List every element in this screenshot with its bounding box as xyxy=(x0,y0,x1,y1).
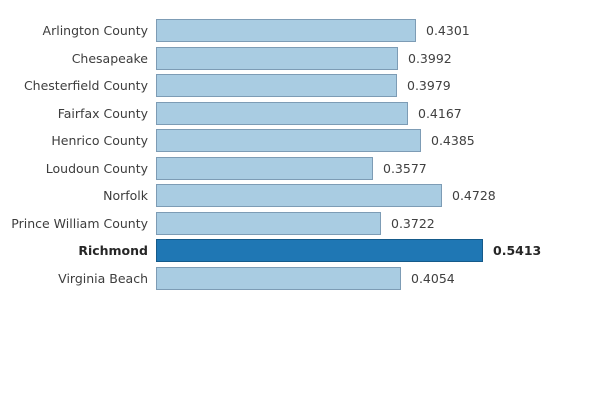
value-label: 0.4301 xyxy=(426,23,470,39)
bar-chart-rows: Arlington County 0.4301 Chesapeake 0.3992 Ch… xyxy=(0,17,600,292)
bar xyxy=(156,46,398,70)
bar xyxy=(156,156,373,180)
bar-row: Chesapeake 0.3992 xyxy=(0,45,600,73)
value-label: 0.4167 xyxy=(418,105,462,121)
bar-row: Fairfax County 0.4167 xyxy=(0,100,600,128)
bar-row: Arlington County 0.4301 xyxy=(0,17,600,45)
value-label: 0.4054 xyxy=(411,270,455,286)
bar xyxy=(156,129,421,153)
bar xyxy=(156,211,381,235)
category-label: Chesterfield County xyxy=(23,78,148,94)
category-label: Fairfax County xyxy=(57,105,148,121)
category-label: Arlington County xyxy=(42,23,148,39)
bar-row: Loudoun County 0.3577 xyxy=(0,155,600,183)
category-label: Chesapeake xyxy=(71,50,148,66)
category-label: Henrico County xyxy=(51,133,148,149)
category-label: Prince William County xyxy=(11,215,148,231)
value-label: 0.4728 xyxy=(452,188,496,204)
category-label: Norfolk xyxy=(103,188,148,204)
bar-row: Henrico County 0.4385 xyxy=(0,127,600,155)
bar xyxy=(156,74,397,98)
bar-row: Prince William County 0.3722 xyxy=(0,210,600,238)
category-label: Richmond xyxy=(78,243,148,259)
bar xyxy=(156,239,483,263)
category-label: Virginia Beach xyxy=(58,270,148,286)
value-label: 0.3992 xyxy=(408,50,452,66)
category-label: Loudoun County xyxy=(45,160,148,176)
bar-row: Norfolk 0.4728 xyxy=(0,182,600,210)
value-label: 0.4385 xyxy=(431,133,475,149)
bar xyxy=(156,184,442,208)
bar xyxy=(156,101,408,125)
bar-row: Richmond 0.5413 xyxy=(0,237,600,265)
value-label: 0.5413 xyxy=(493,243,542,259)
value-label: 0.3722 xyxy=(391,215,435,231)
bar xyxy=(156,266,401,290)
value-label: 0.3577 xyxy=(383,160,427,176)
bar-row: Virginia Beach 0.4054 xyxy=(0,265,600,293)
bar-row: Chesterfield County 0.3979 xyxy=(0,72,600,100)
bar xyxy=(156,19,416,43)
value-label: 0.3979 xyxy=(407,78,451,94)
